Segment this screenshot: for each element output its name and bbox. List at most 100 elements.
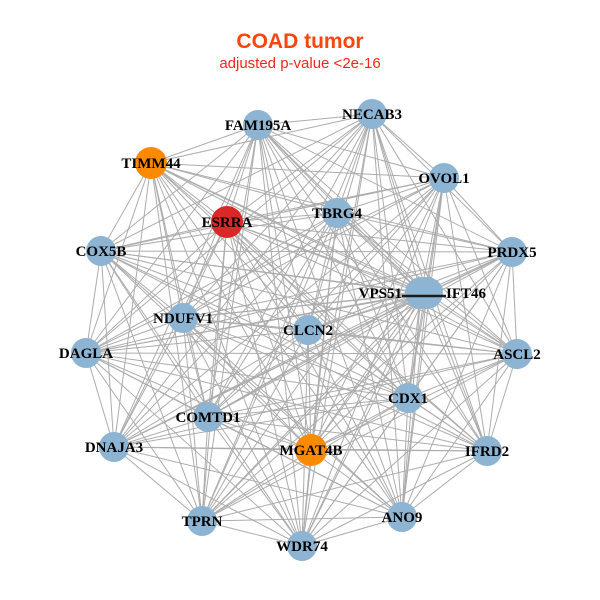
network-edge	[511, 251, 518, 355]
node-label-PRDX5: PRDX5	[487, 245, 536, 261]
node-label-VPS51: VPS51	[359, 286, 402, 302]
network-edge	[100, 250, 312, 451]
network-edge	[100, 162, 152, 252]
node-FAM195A	[243, 110, 273, 140]
network-edge	[85, 250, 102, 354]
network-edge	[336, 177, 445, 214]
network-edge	[100, 250, 309, 331]
network-edge	[207, 416, 488, 452]
node-TIMM44	[135, 147, 167, 179]
network-edge	[226, 221, 312, 451]
network-edge	[226, 221, 428, 294]
node-label-OVOL1: OVOL1	[418, 171, 469, 187]
network-edge	[150, 162, 309, 331]
network-edge	[85, 292, 428, 354]
network-edge	[85, 329, 309, 354]
network-edge	[257, 113, 373, 126]
network-edge	[201, 516, 403, 522]
network-edge	[301, 450, 488, 547]
network-edge	[85, 177, 445, 354]
network-edge	[182, 317, 203, 522]
node-label-IFT46: IFT46	[446, 286, 487, 302]
node-TPRN	[187, 506, 217, 536]
network-edge	[226, 221, 518, 355]
network-edge	[201, 449, 312, 522]
node-label-TPRN: TPRN	[182, 514, 223, 530]
network-edge	[201, 450, 488, 522]
network-edge	[207, 251, 513, 418]
network-edge	[150, 162, 428, 294]
network-edge	[207, 177, 445, 418]
network-edge	[150, 162, 338, 214]
network-edge	[100, 250, 518, 355]
network-edge	[150, 162, 209, 418]
node-IFRD2	[472, 436, 502, 466]
network-edge	[401, 353, 518, 518]
network-edge	[371, 113, 445, 179]
node-DNAJA3	[99, 432, 129, 462]
network-edge	[113, 446, 203, 522]
node-label-COMTD1: COMTD1	[176, 410, 241, 426]
edges-layer	[85, 113, 518, 547]
node-label-IFRD2: IFRD2	[465, 444, 509, 460]
node-label-MGAT4B: MGAT4B	[279, 443, 342, 459]
network-edge	[113, 212, 338, 448]
labels-layer: FAM195A NECAB3 TIMM44 OVOL1 TBRG4 ESRRA COX5B P…	[59, 107, 541, 555]
network-edge	[85, 317, 184, 354]
network-edge	[371, 113, 428, 294]
network-edge	[85, 352, 312, 451]
network-edge	[401, 397, 409, 518]
node-CLCN2	[293, 315, 323, 345]
network-edge	[201, 212, 338, 522]
node-label-DAGLA: DAGLA	[59, 346, 113, 362]
network-edge	[226, 221, 513, 253]
network-edge	[113, 446, 303, 547]
network-edge	[407, 353, 518, 399]
node-TBRG4	[322, 198, 352, 228]
network-edge	[310, 251, 513, 451]
node-OVOL1	[429, 163, 459, 193]
network-edge	[150, 162, 312, 451]
network-edge	[426, 292, 488, 452]
network-edge	[301, 516, 403, 547]
nodes-layer	[71, 99, 532, 561]
node-COMTD1	[193, 402, 223, 432]
network-edge	[100, 113, 373, 252]
network-edge	[307, 212, 338, 331]
network-edge	[182, 317, 312, 451]
node-label-TBRG4: TBRG4	[312, 206, 363, 222]
network-edge	[257, 124, 445, 179]
node-COX5B	[86, 236, 116, 266]
node-WDR74	[287, 531, 317, 561]
network-edge	[113, 397, 409, 448]
node-PRDX5	[497, 237, 527, 267]
network-edge	[407, 292, 428, 399]
network-edge	[182, 251, 513, 319]
network-edge	[307, 329, 518, 355]
network-edge	[113, 113, 373, 448]
network-edge	[150, 124, 259, 164]
network-edge	[113, 177, 445, 448]
node-label-WDR74: WDR74	[276, 539, 328, 555]
node-label-DNAJA3: DNAJA3	[85, 440, 143, 456]
network-edge	[100, 221, 228, 252]
network-edge	[257, 124, 513, 253]
network-edge	[401, 251, 513, 518]
node-label-CLCN2: CLCN2	[283, 323, 333, 339]
network-edge	[150, 162, 488, 452]
network-edge	[113, 162, 152, 448]
node-NECAB3	[357, 99, 387, 129]
network-edge	[85, 352, 409, 399]
network-edge	[336, 212, 422, 294]
node-IFT46	[411, 277, 443, 309]
network-edge	[301, 449, 312, 547]
network-edge	[207, 113, 373, 418]
network-edge	[336, 212, 488, 452]
network-edge	[113, 329, 309, 448]
network-edge	[100, 250, 184, 319]
network-edge	[407, 397, 488, 452]
network-edge	[201, 221, 228, 522]
network-edge	[113, 292, 428, 448]
network-edge	[113, 221, 228, 448]
network-edge	[85, 212, 338, 354]
